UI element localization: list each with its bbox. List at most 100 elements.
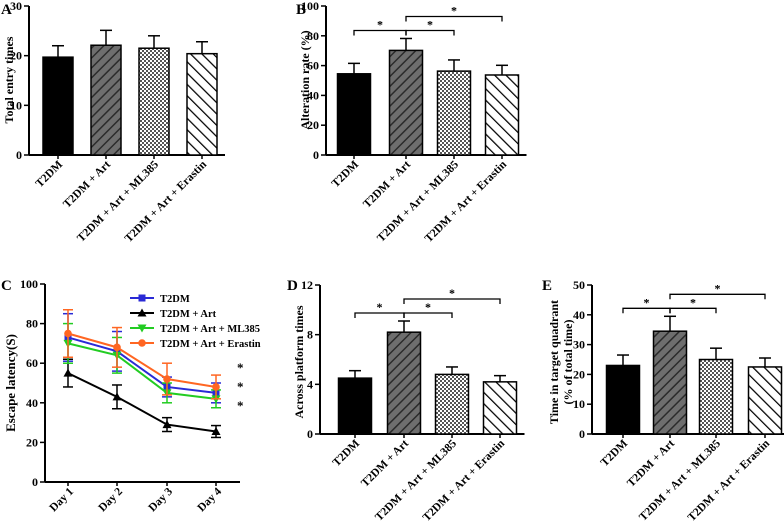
legend-label: T2DM + Art + ML385 (160, 324, 260, 335)
significance-label: * (644, 295, 650, 309)
legend-marker (137, 308, 147, 317)
series-3 (63, 322, 221, 409)
bar (337, 377, 373, 435)
legend-marker (137, 324, 147, 333)
legend-label: T2DM (160, 294, 190, 305)
data-point (162, 420, 172, 429)
y-tick-label: 12 (301, 278, 313, 292)
significance-label: * (237, 398, 244, 413)
legend-item: T2DM + Art + ML385 (130, 324, 260, 335)
legend-item: T2DM + Art + Erastin (130, 339, 261, 350)
significance-label: * (237, 379, 244, 394)
bar (386, 331, 422, 435)
category-label: T2DM + Art + ML385 (375, 158, 461, 244)
bar (388, 49, 424, 156)
bar (605, 364, 641, 435)
category-label: T2DM + Art (61, 159, 113, 211)
bar (484, 74, 520, 156)
y-tick-label: 50 (573, 278, 585, 292)
panel-d-ylabel: Across platform times (292, 305, 306, 418)
significance-bracket (403, 312, 453, 319)
significance-label: * (425, 300, 431, 314)
y-tick-label: 30 (573, 338, 585, 352)
category-label: T2DM + Art + Erastin (423, 158, 510, 245)
bar (42, 56, 74, 156)
significance-label: * (377, 300, 383, 314)
x-tick-label: Day 4 (196, 485, 225, 514)
y-tick-label: 20 (307, 118, 319, 132)
y-tick-label: 0 (307, 427, 313, 441)
legend-item: T2DM (130, 294, 190, 305)
data-point (211, 427, 221, 436)
panel-a-letter: A (1, 2, 12, 18)
bar (336, 73, 372, 156)
y-tick-label: 40 (307, 88, 319, 102)
panel-b-letter: B (296, 2, 306, 18)
panel-c-plot: 0 20 40 60 80 100 Day 1 Day 2 Day 3 Day 4 * * * T2DM T… (20, 277, 261, 514)
category-label: T2DM (331, 438, 363, 470)
series-4 (63, 308, 221, 400)
significance-bracket (403, 298, 501, 305)
bar (436, 70, 472, 156)
category-label: T2DM + Art + ML385 (75, 158, 161, 244)
significance-label: * (715, 281, 721, 295)
y-tick-label: 60 (307, 59, 319, 73)
series-line (67, 332, 217, 388)
data-point (113, 343, 121, 352)
category-label: T2DM + Art + Erastin (686, 437, 773, 524)
panel-c-ylabel: Escape latency(S) (3, 334, 18, 432)
y-tick-label: 0 (32, 475, 38, 489)
bar (434, 373, 470, 435)
y-tick-label: 40 (573, 308, 585, 322)
legend-marker (138, 339, 146, 347)
y-tick-label: 20 (573, 367, 585, 381)
significance-label: * (690, 295, 696, 309)
series-2 (63, 358, 221, 439)
y-tick-label: 20 (10, 49, 22, 63)
y-tick-label: 0 (16, 148, 22, 162)
data-point (64, 329, 72, 338)
legend-label: T2DM + Art (160, 309, 217, 320)
x-tick-label: Day 1 (48, 485, 77, 514)
y-tick-label: 80 (26, 317, 38, 331)
category-label: T2DM + Art + ML385 (637, 437, 723, 523)
legend-item: T2DM + Art (130, 308, 217, 320)
bar (90, 44, 122, 156)
bar (747, 366, 783, 435)
y-tick-label: 10 (10, 98, 22, 112)
panel-c: C Escape latency(S) 0 20 40 60 80 100 Day 1 Day… (1, 277, 261, 514)
y-tick-label: 40 (26, 396, 38, 410)
significance-label: * (449, 286, 455, 300)
bar (138, 47, 170, 156)
x-tick-label: Day 2 (97, 485, 126, 514)
significance-label: * (451, 3, 457, 17)
y-tick-label: 60 (26, 356, 38, 370)
y-tick-label: 0 (313, 148, 319, 162)
category-label: T2DM + Art + ML385 (373, 437, 459, 523)
category-label: T2DM + Art + Erastin (123, 158, 210, 245)
category-label: T2DM (599, 438, 631, 470)
y-tick-label: 8 (307, 328, 313, 342)
y-tick-label: 20 (26, 435, 38, 449)
significance-bracket (405, 15, 503, 22)
series-line (67, 342, 217, 400)
category-label: T2DM + Art (361, 159, 413, 211)
panel-b-ylabel: Alteration rate (%) (298, 30, 312, 129)
y-tick-label: 80 (307, 29, 319, 43)
panel-e: E Time in target quadrant (% of total ti… (542, 278, 784, 524)
significance-bracket (669, 307, 717, 314)
data-point (163, 375, 171, 383)
category-label: T2DM + Art + Erastin (421, 437, 508, 524)
category-label: T2DM (330, 159, 362, 191)
y-tick-label: 30 (10, 0, 22, 13)
significance-bracket (405, 29, 455, 36)
significance-label: * (237, 360, 244, 375)
y-tick-label: 0 (579, 427, 585, 441)
